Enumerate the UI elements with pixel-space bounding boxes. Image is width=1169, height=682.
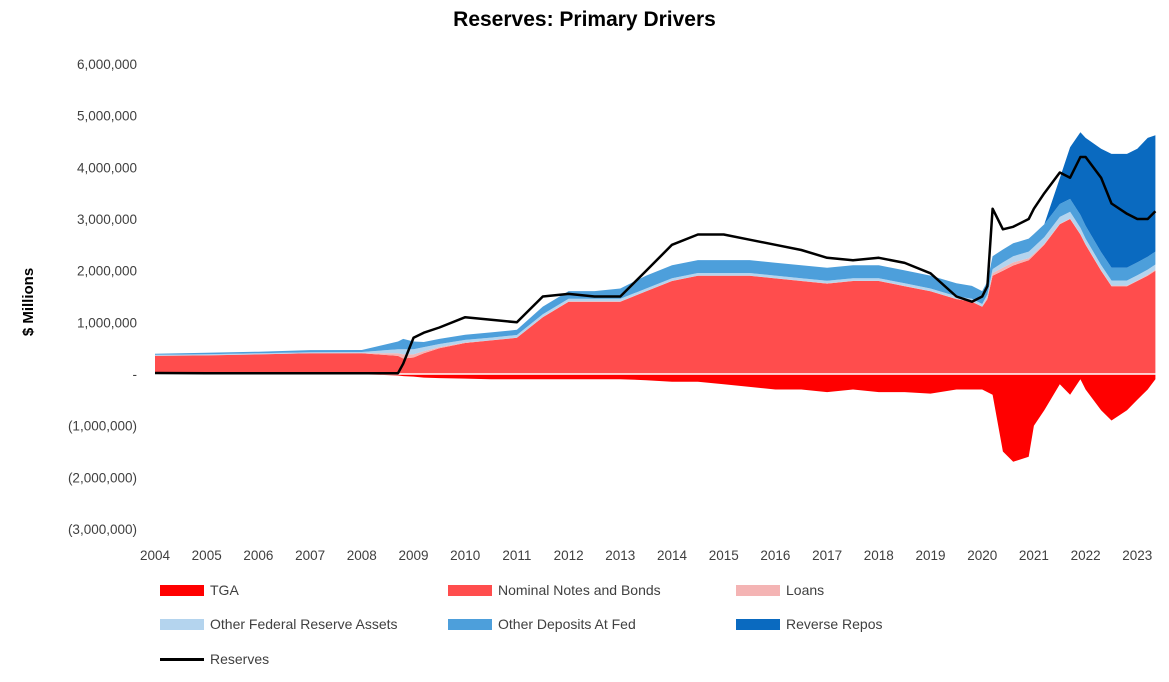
x-tick-label: 2013 (605, 548, 635, 563)
legend-item: Nominal Notes and Bonds (448, 580, 661, 600)
series-area-other-federal-reserve-assets (155, 211, 1156, 356)
y-tick-label: 3,000,000 (77, 212, 137, 227)
y-tick-label: 1,000,000 (77, 315, 137, 330)
legend-swatch (736, 584, 780, 596)
y-axis-ticks: 6,000,000 5,000,000 4,000,000 3,000,000 2,00… (68, 57, 137, 537)
legend-label: Other Deposits At Fed (498, 616, 636, 632)
y-tick-label: 4,000,000 (77, 160, 137, 175)
legend-item: Other Deposits At Fed (448, 614, 636, 634)
series-line-reserves (154, 155, 1157, 375)
legend-swatch (448, 618, 492, 630)
legend-label: Other Federal Reserve Assets (210, 616, 398, 632)
x-tick-label: 2011 (502, 548, 531, 563)
x-tick-label: 2019 (915, 548, 945, 563)
x-tick-label: 2022 (1071, 548, 1101, 563)
legend-swatch (160, 657, 204, 661)
y-tick-label: (2,000,000) (68, 470, 137, 485)
y-tick-label: - (133, 367, 138, 382)
x-tick-label: 2021 (1019, 548, 1049, 563)
legend-label: Nominal Notes and Bonds (498, 582, 661, 598)
x-tick-label: 2012 (554, 548, 584, 563)
line-layers (154, 155, 1157, 375)
legend-item: Other Federal Reserve Assets (160, 614, 398, 634)
y-tick-label: 5,000,000 (77, 109, 137, 124)
series-area-other-deposits-at-fed (155, 198, 1156, 355)
legend-item: Reserves (160, 649, 269, 669)
legend-item: Reverse Repos (736, 614, 883, 634)
x-tick-label: 2018 (864, 548, 894, 563)
legend-label: TGA (210, 582, 239, 598)
x-tick-label: 2007 (295, 548, 325, 563)
legend-item: TGA (160, 580, 239, 600)
x-tick-label: 2020 (967, 548, 997, 563)
y-axis-title: $ Millions (20, 268, 37, 336)
x-tick-label: 2017 (812, 548, 842, 563)
series-area-tga (155, 374, 1156, 462)
area-layers (155, 132, 1156, 462)
x-tick-label: 2014 (657, 548, 688, 563)
legend-swatch (736, 618, 780, 630)
legend-swatch (160, 584, 204, 596)
legend-item: Loans (736, 580, 824, 600)
x-tick-label: 2008 (347, 548, 377, 563)
series-area-nominal-notes-and-bonds (155, 219, 1156, 374)
x-tick-label: 2023 (1122, 548, 1152, 563)
y-tick-label: 6,000,000 (77, 57, 137, 72)
legend-label: Reverse Repos (786, 616, 883, 632)
y-tick-label: (3,000,000) (68, 522, 137, 537)
legend-swatch (448, 584, 492, 596)
x-tick-label: 2005 (192, 548, 222, 563)
x-tick-label: 2006 (243, 548, 273, 563)
chart-title: Reserves: Primary Drivers (453, 8, 716, 31)
y-tick-label: 2,000,000 (77, 264, 137, 279)
x-tick-label: 2010 (450, 548, 480, 563)
legend-swatch (160, 618, 204, 630)
x-axis-ticks: 2004 2005 2006 2007 2008 2009 2010 2011 2012 2013… (140, 548, 1152, 563)
y-tick-label: (1,000,000) (68, 419, 137, 434)
legend-label: Reserves (210, 651, 270, 667)
x-tick-label: 2004 (140, 548, 171, 563)
legend-label: Loans (786, 582, 825, 598)
x-tick-label: 2015 (709, 548, 739, 563)
x-tick-label: 2016 (760, 548, 790, 563)
x-tick-label: 2009 (398, 548, 428, 563)
